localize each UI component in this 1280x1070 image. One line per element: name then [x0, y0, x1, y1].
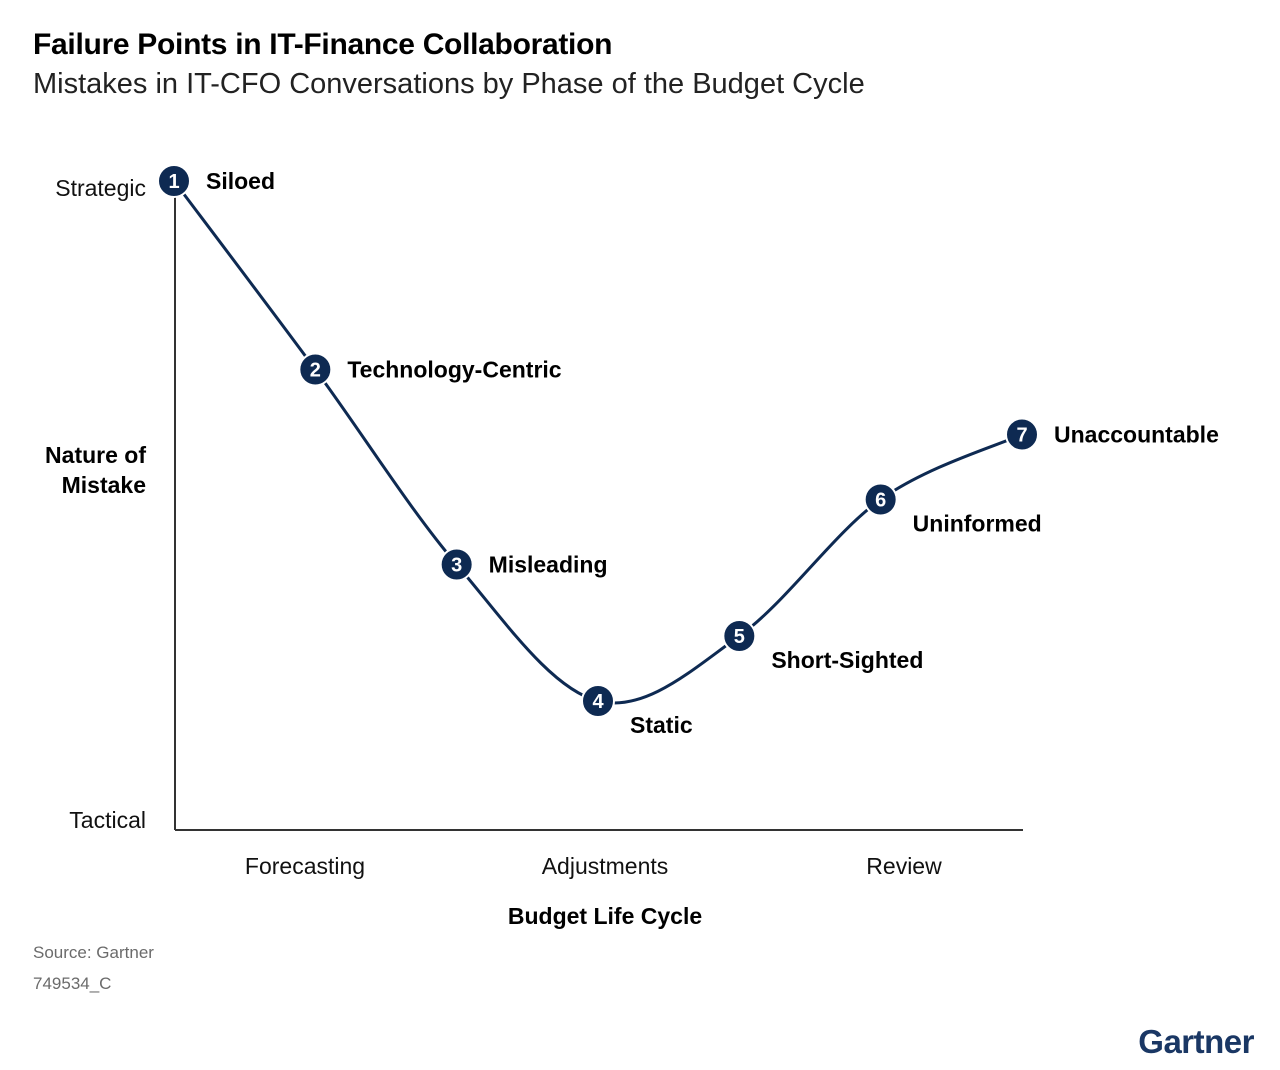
point-marker	[439, 547, 474, 582]
x-tick-adjustments: Adjustments	[541, 853, 669, 879]
y-tick-tactical: Tactical	[69, 807, 146, 833]
data-point-6: 6 Uninformed	[863, 482, 1042, 537]
x-tick-review: Review	[866, 853, 942, 879]
point-number: 2	[310, 360, 321, 382]
data-point-3: 3 Misleading	[439, 547, 608, 582]
source-note: Source: Gartner	[33, 943, 154, 962]
chart-title: Failure Points in IT-Finance Collaborati…	[33, 28, 613, 61]
data-point-2: 2 Technology-Centric	[298, 352, 562, 387]
data-point-4: 4 Static	[581, 684, 693, 738]
chart-subtitle: Mistakes in IT-CFO Conversations by Phas…	[33, 68, 865, 100]
point-label: Static	[630, 712, 693, 738]
point-marker	[863, 482, 898, 517]
point-label: Siloed	[206, 168, 275, 194]
point-marker	[157, 164, 191, 198]
series-line	[172, 179, 1024, 705]
data-point-5: 5 Short-Sighted	[722, 619, 923, 673]
point-marker	[722, 619, 757, 653]
data-point-1: 1 Siloed	[157, 164, 275, 198]
point-marker	[1005, 417, 1039, 452]
point-number: 6	[875, 490, 886, 512]
data-point-7: 7 Unaccountable	[1005, 417, 1219, 452]
point-number: 1	[168, 171, 179, 193]
point-marker	[581, 684, 615, 718]
points-layer: 1 Siloed 2 Technology-Centric 3 Misleading 4 St…	[157, 164, 1219, 738]
point-label: Misleading	[489, 552, 608, 578]
point-number: 5	[734, 626, 745, 648]
x-axis-label: Budget Life Cycle	[507, 903, 703, 929]
gartner-logo: Gartner	[1138, 1023, 1254, 1060]
y-axis-label: Nature of Mistake	[45, 442, 146, 498]
y-tick-strategic: Strategic	[55, 175, 146, 201]
point-label: Uninformed	[913, 511, 1042, 537]
point-number: 3	[451, 555, 462, 577]
point-marker	[298, 352, 333, 387]
document-id: 749534_C	[33, 974, 112, 993]
point-label: Unaccountable	[1054, 422, 1219, 448]
point-label: Technology-Centric	[347, 357, 561, 383]
point-label: Short-Sighted	[771, 647, 923, 673]
point-number: 4	[592, 691, 604, 713]
x-tick-forecasting: Forecasting	[244, 853, 366, 879]
point-number: 7	[1016, 425, 1027, 447]
